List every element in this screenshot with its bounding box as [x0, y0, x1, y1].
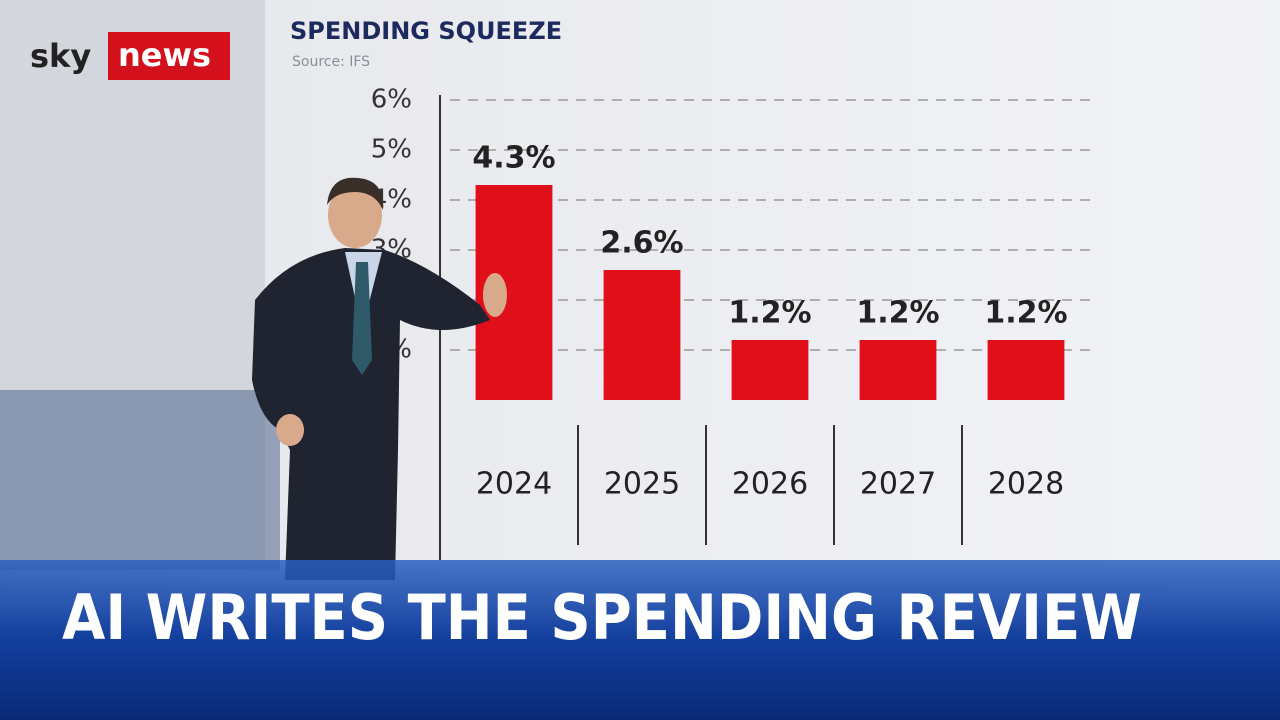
chart-subtitle: Source: IFS [292, 54, 370, 70]
y-tick-label: 5% [371, 135, 412, 165]
value-label: 1.2% [984, 296, 1067, 331]
logo-box [108, 32, 230, 80]
x-tick-label: 2028 [988, 467, 1064, 502]
lower-third-banner [0, 560, 1280, 720]
x-tick-label: 2024 [476, 467, 552, 502]
value-label: 1.2% [728, 296, 811, 331]
logo-sky: sky [30, 37, 91, 75]
chart-title: SPENDING SQUEEZE [290, 17, 562, 45]
value-label: 1.2% [856, 296, 939, 331]
sky-news-logo: sky news [30, 32, 230, 80]
bar [987, 340, 1065, 400]
value-label: 4.3% [472, 141, 555, 176]
side-screen-image [0, 390, 280, 570]
headline: AI WRITES THE SPENDING REVIEW [62, 581, 1142, 654]
x-tick-label: 2025 [604, 467, 680, 502]
value-label: 2.6% [600, 226, 683, 261]
bar [731, 340, 809, 400]
presenter [252, 177, 507, 580]
x-tick-label: 2027 [860, 467, 936, 502]
y-tick-label: 6% [371, 85, 412, 115]
x-tick-label: 2026 [732, 467, 808, 502]
bar [603, 270, 681, 400]
bar [859, 340, 937, 400]
logo-news: news [118, 36, 211, 74]
